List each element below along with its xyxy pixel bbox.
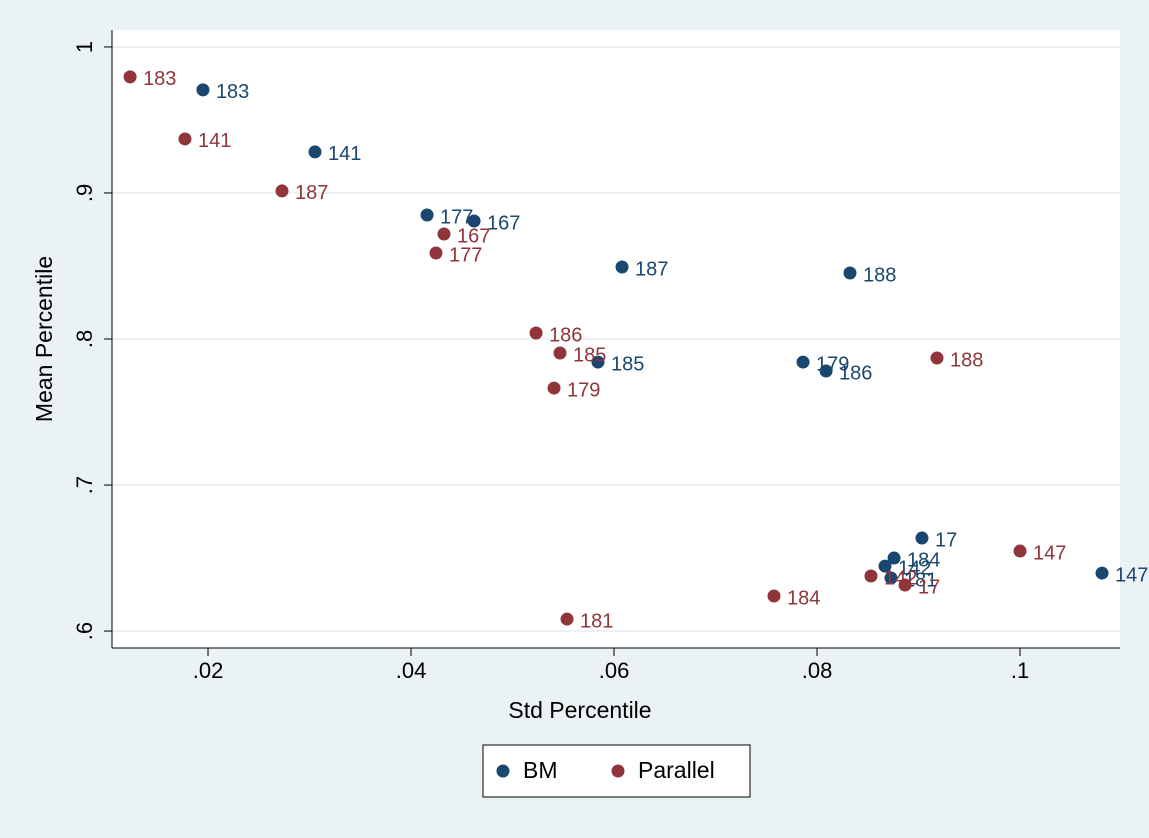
point [1095,566,1109,580]
point [275,184,289,198]
point [878,559,892,573]
point [884,571,898,585]
point-label: 17 [935,529,957,551]
point-label: 188 [863,264,896,286]
point-label: 184 [787,587,820,609]
point-label: 183 [216,81,249,103]
point [615,260,629,274]
point [123,70,137,84]
legend-marker [611,764,625,778]
point [196,83,210,97]
point-label: 177 [440,206,473,228]
point-label: 147 [1115,564,1148,586]
point-label: 167 [457,225,490,247]
point [915,531,929,545]
point [898,578,912,592]
point [767,589,781,603]
legend-label: Parallel [638,757,715,783]
point-label: 141 [198,130,231,152]
point-label: 187 [295,182,328,204]
point-label: 183 [143,68,176,90]
y-tick-label: 1 [72,41,97,53]
y-tick-label: .9 [72,184,97,202]
x-tick-label: .02 [193,658,224,683]
point [560,612,574,626]
point [819,364,833,378]
point-label: 186 [839,362,872,384]
point-label: 187 [635,258,668,280]
point [796,355,810,369]
point [467,214,481,228]
point [420,208,434,222]
y-tick-label: .6 [72,622,97,640]
x-tick-label: .04 [396,658,427,683]
legend-marker [496,764,510,778]
point [308,145,322,159]
y-axis-title: Mean Percentile [31,256,57,422]
point [429,246,443,260]
point [178,132,192,146]
y-tick-label: .7 [72,476,97,494]
point-label: 188 [950,349,983,371]
point-label: 167 [487,212,520,234]
point-label: 185 [573,344,606,366]
point-label: 147 [1033,542,1066,564]
x-axis-title: Std Percentile [508,697,651,723]
point [887,551,901,565]
point [547,381,561,395]
point-label: 142 [898,557,931,579]
point [1013,544,1027,558]
x-tick-label: .06 [599,658,630,683]
point [437,227,451,241]
point [591,355,605,369]
legend-label: BM [523,757,558,783]
point-label: 184 [907,549,940,571]
point-label: 17 [918,576,940,598]
y-tick-label: .8 [72,330,97,348]
point-label: 177 [449,244,482,266]
point-label: 141 [328,143,361,165]
point-label: 185 [611,353,644,375]
point-label: 181 [904,569,937,591]
point [864,569,878,583]
point-label: 181 [580,610,613,632]
point-label: 186 [549,324,582,346]
point [553,346,567,360]
point [529,326,543,340]
legend [482,744,751,798]
point [930,351,944,365]
x-tick-label: .08 [802,658,833,683]
x-tick-label: .1 [1011,658,1029,683]
point-label: 179 [567,379,600,401]
point [843,266,857,280]
